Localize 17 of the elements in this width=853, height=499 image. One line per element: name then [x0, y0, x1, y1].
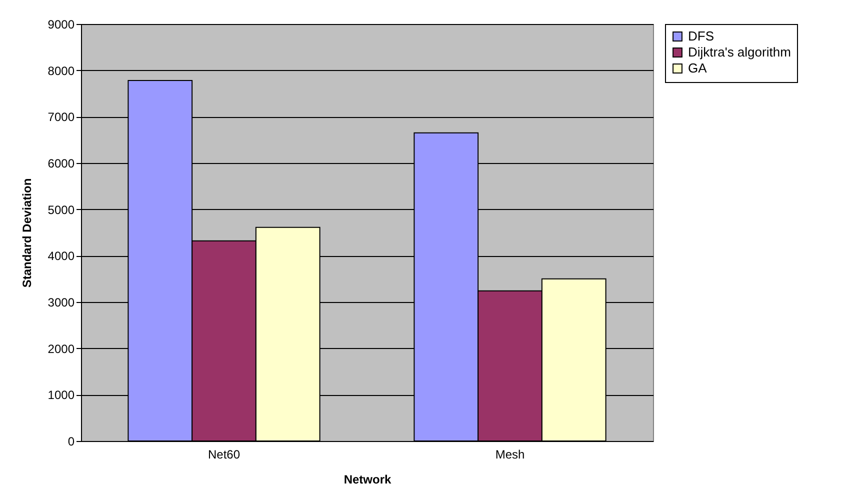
y-tick-label: 5000: [48, 202, 75, 217]
y-tick-label: 2000: [48, 342, 75, 356]
legend-label: Dijktra's algorithm: [688, 44, 791, 60]
y-tick-label: 9000: [48, 18, 75, 32]
y-tick-label: 0: [68, 434, 75, 448]
x-tick-label: Net60: [208, 448, 240, 462]
y-tick-label: 4000: [48, 249, 75, 264]
legend-label: GA: [688, 60, 708, 76]
y-tick-label: 1000: [48, 388, 75, 402]
y-axis-title: Standard Deviation: [20, 178, 34, 288]
x-axis-title: Network: [344, 472, 392, 486]
y-tick-label: 8000: [48, 64, 75, 78]
x-tick-label: Mesh: [495, 448, 525, 462]
y-tick-label: 7000: [48, 110, 75, 124]
legend-label: DFS: [688, 28, 714, 44]
y-tick-label: 3000: [48, 296, 75, 310]
y-tick-label: 6000: [48, 156, 75, 170]
